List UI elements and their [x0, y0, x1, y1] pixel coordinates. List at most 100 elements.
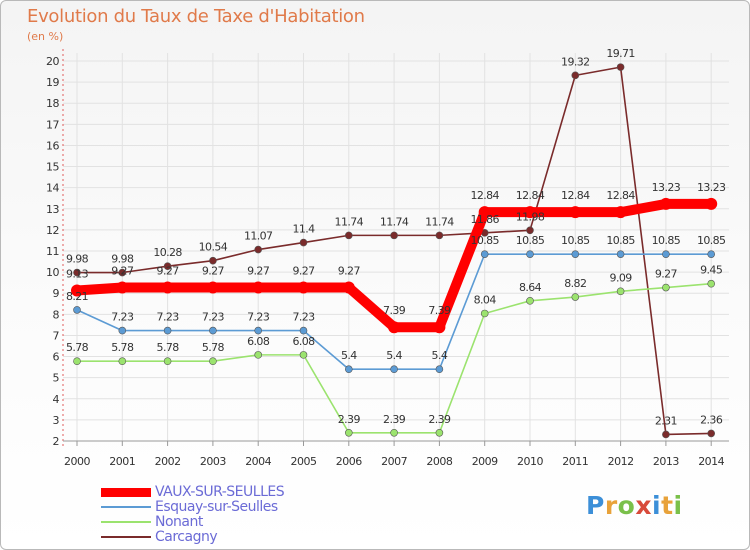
point-nonant	[118, 357, 127, 366]
legend-swatch-nonant	[101, 521, 151, 523]
point-vaux	[478, 206, 491, 219]
x-tick-label: 2013	[653, 455, 679, 468]
x-tick-label: 2014	[698, 455, 724, 468]
point-vaux	[705, 197, 718, 210]
data-label-vaux: 9.27	[111, 265, 134, 278]
legend-swatch-carcagny	[101, 536, 151, 538]
point-carcagny	[163, 262, 172, 271]
data-label-carcagny: 19.32	[561, 55, 590, 68]
point-nonant	[209, 357, 217, 366]
data-label-nonant: 6.08	[247, 335, 270, 348]
data-label-esquay: 10.85	[516, 234, 545, 247]
point-nonant	[299, 351, 308, 359]
data-label-esquay: 10.85	[697, 234, 726, 247]
data-label-carcagny: 10.54	[199, 241, 228, 254]
point-carcagny	[299, 238, 308, 247]
point-carcagny	[390, 231, 398, 240]
point-vaux	[161, 281, 174, 294]
legend-item-carcagny: Carcagny	[101, 529, 401, 545]
y-tick-label: 14	[46, 182, 59, 195]
point-vaux	[342, 281, 355, 294]
chart-title: Evolution du Taux de Taxe d'Habitation	[27, 6, 365, 27]
x-tick-label: 2012	[608, 455, 634, 468]
chart-subtitle: (en %)	[27, 30, 64, 43]
x-tick-label: 2002	[155, 455, 181, 468]
y-tick-label: 20	[46, 55, 59, 68]
data-label-nonant: 5.78	[111, 341, 134, 354]
data-label-nonant: 5.78	[157, 341, 180, 354]
point-esquay	[435, 365, 444, 374]
logo-letter: r	[604, 491, 618, 520]
point-esquay	[390, 365, 398, 374]
data-label-vaux: 7.39	[428, 304, 451, 317]
y-tick-label: 10	[46, 266, 59, 279]
data-label-nonant: 5.78	[66, 341, 89, 354]
point-carcagny	[254, 245, 263, 254]
y-tick-label: 9	[53, 287, 60, 300]
point-nonant	[480, 309, 489, 318]
y-tick-label: 5	[53, 372, 60, 385]
data-label-vaux: 12.84	[606, 189, 635, 202]
chart-legend: VAUX-SUR-SEULLES Esquay-sur-Seulles Nona…	[101, 484, 401, 545]
data-label-vaux: 9.27	[157, 265, 180, 278]
point-esquay	[480, 250, 489, 258]
x-tick-label: 2006	[336, 455, 362, 468]
point-esquay	[344, 365, 353, 374]
data-label-vaux: 13.23	[652, 181, 681, 194]
data-label-carcagny: 10.28	[153, 246, 182, 259]
point-vaux	[388, 321, 401, 334]
point-nonant	[662, 283, 670, 292]
data-label-nonant: 8.82	[564, 277, 586, 290]
data-label-nonant: 5.78	[202, 341, 225, 354]
y-tick-label: 6	[53, 351, 60, 364]
x-tick-label: 2009	[472, 455, 498, 468]
point-vaux	[614, 206, 627, 219]
data-label-nonant: 9.27	[655, 268, 678, 281]
logo-letter: P	[586, 491, 605, 520]
data-label-carcagny: 11.86	[470, 213, 499, 226]
point-vaux	[71, 284, 83, 297]
legend-label-carcagny: Carcagny	[155, 529, 218, 545]
point-vaux	[433, 321, 446, 334]
data-label-nonant: 2.39	[338, 413, 361, 426]
point-carcagny	[616, 63, 625, 71]
x-tick-label: 2003	[200, 455, 226, 468]
data-label-vaux: 9.27	[247, 265, 270, 278]
data-label-vaux: 9.27	[202, 265, 225, 278]
point-carcagny	[662, 430, 670, 439]
data-label-nonant: 8.64	[519, 281, 542, 294]
data-label-esquay: 5.4	[341, 349, 357, 362]
point-carcagny	[526, 226, 534, 235]
data-label-vaux: 13.23	[697, 181, 726, 194]
data-label-carcagny: 9.98	[66, 253, 89, 266]
data-label-carcagny: 11.98	[516, 210, 545, 223]
data-label-carcagny: 2.31	[655, 414, 677, 427]
point-carcagny	[707, 429, 716, 438]
point-nonant	[616, 287, 625, 296]
point-nonant	[707, 279, 716, 288]
y-tick-label: 11	[46, 245, 59, 258]
point-nonant	[571, 293, 580, 301]
logo-letter: o	[617, 491, 636, 520]
x-tick-label: 2004	[245, 455, 271, 468]
point-esquay	[73, 306, 81, 314]
point-esquay	[254, 326, 263, 335]
proxiti-logo: Proxiti	[586, 491, 683, 520]
data-label-vaux: 9.27	[338, 265, 361, 278]
data-label-carcagny: 11.74	[380, 215, 409, 228]
data-label-esquay: 7.23	[111, 311, 134, 324]
y-tick-label: 13	[46, 203, 59, 216]
y-tick-label: 8	[53, 308, 60, 321]
x-tick-label: 2007	[381, 455, 407, 468]
data-label-esquay: 10.85	[561, 234, 590, 247]
logo-letter: i	[652, 491, 662, 520]
point-nonant	[390, 428, 398, 437]
legend-label-vaux: VAUX-SUR-SEULLES	[155, 484, 285, 500]
point-carcagny	[435, 231, 444, 240]
point-vaux	[116, 281, 129, 294]
data-label-esquay: 8.21	[66, 290, 88, 303]
point-vaux	[524, 206, 536, 219]
x-tick-label: 2011	[562, 455, 588, 468]
